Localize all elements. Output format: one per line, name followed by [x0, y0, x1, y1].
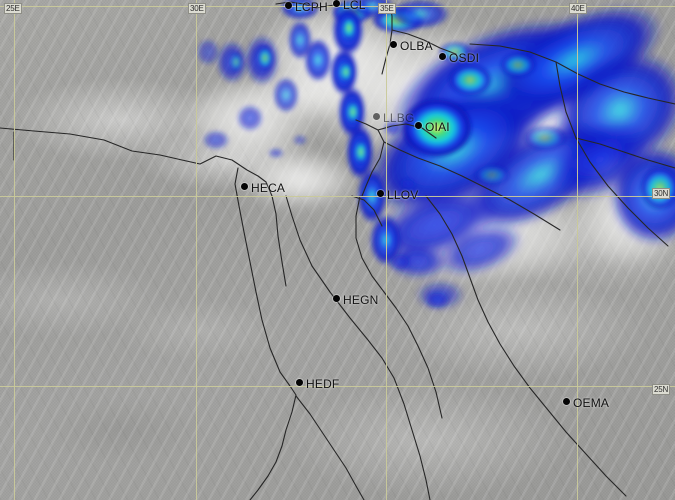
- graticule-label-25n: 25N: [652, 384, 671, 395]
- station-label: OEMA: [573, 396, 610, 410]
- station-dot-icon: [377, 190, 384, 197]
- station-dot-icon: [439, 53, 446, 60]
- station-label: LLBG: [383, 111, 415, 125]
- station-label: LLOV: [387, 188, 419, 202]
- graticule-label-40e: 40E: [569, 3, 587, 14]
- graticule-line-35e: [386, 0, 387, 500]
- station-dot-icon: [241, 183, 248, 190]
- station-label: OLBA: [400, 39, 433, 53]
- station-label: LCPH: [295, 0, 328, 14]
- station-label: HECA: [251, 181, 286, 195]
- station-label: LCL: [343, 0, 366, 12]
- station-label: OSDI: [449, 51, 480, 65]
- graticule-label-30e: 30E: [188, 3, 206, 14]
- graticule-line-25e: [14, 0, 15, 500]
- graticule-label-35e: 35E: [378, 3, 396, 14]
- station-dot-icon: [296, 379, 303, 386]
- graticule-line-30e: [196, 0, 197, 500]
- graticule-line-40e: [577, 0, 578, 500]
- graticule-label-25e: 25E: [4, 3, 22, 14]
- station-dot-icon: [390, 41, 397, 48]
- station-dot-icon: [415, 122, 422, 129]
- station-label: HEGN: [343, 293, 379, 307]
- station-dot-icon: [563, 398, 570, 405]
- station-dot-icon: [373, 113, 380, 120]
- graticule-line-25n: [0, 386, 675, 387]
- station-label: HEDF: [306, 377, 340, 391]
- station-dot-icon: [333, 0, 340, 7]
- station-dot-icon: [285, 2, 292, 9]
- graticule-label-30n: 30N: [652, 188, 671, 199]
- graticule-line-30n: [0, 196, 675, 197]
- station-dot-icon: [333, 295, 340, 302]
- station-label: OIAI: [425, 120, 450, 134]
